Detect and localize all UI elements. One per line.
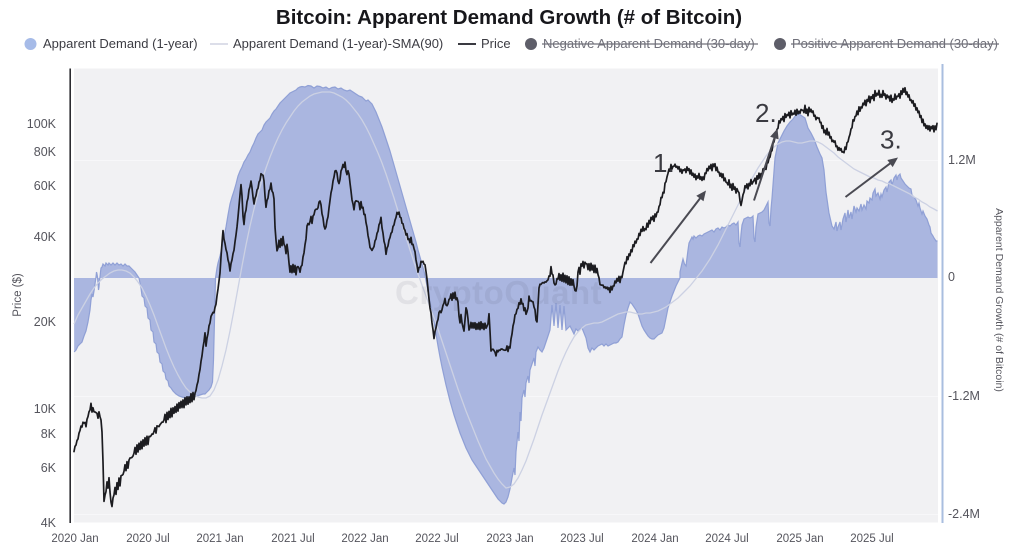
svg-text:4K: 4K (41, 516, 57, 530)
svg-text:Apparent Demand (1-year)-SMA(9: Apparent Demand (1-year)-SMA(90) (233, 36, 443, 51)
svg-text:8K: 8K (41, 427, 57, 441)
svg-text:60K: 60K (34, 179, 57, 193)
svg-text:2025 Jul: 2025 Jul (850, 533, 893, 545)
svg-text:10K: 10K (34, 402, 57, 416)
svg-text:2022 Jan: 2022 Jan (341, 533, 388, 545)
svg-text:-2.4M: -2.4M (948, 507, 980, 521)
svg-text:2.: 2. (755, 98, 777, 128)
svg-text:2021 Jan: 2021 Jan (196, 533, 243, 545)
svg-text:40K: 40K (34, 230, 57, 244)
svg-text:1.: 1. (653, 148, 675, 178)
svg-text:20K: 20K (34, 315, 57, 329)
svg-text:2024 Jan: 2024 Jan (631, 533, 678, 545)
svg-text:2024 Jul: 2024 Jul (705, 533, 748, 545)
svg-text:100K: 100K (27, 117, 57, 131)
svg-text:Price ($): Price ($) (12, 273, 24, 317)
svg-text:0: 0 (948, 270, 955, 284)
svg-text:Bitcoin: Apparent Demand Growt: Bitcoin: Apparent Demand Growth (# of Bi… (276, 6, 742, 29)
svg-text:2022 Jul: 2022 Jul (415, 533, 458, 545)
svg-text:2020 Jan: 2020 Jan (51, 533, 98, 545)
svg-text:2023 Jul: 2023 Jul (560, 533, 603, 545)
svg-text:2025 Jan: 2025 Jan (776, 533, 823, 545)
svg-text:1.2M: 1.2M (948, 153, 976, 167)
svg-text:Apparent Demand Growth (# of B: Apparent Demand Growth (# of Bitcoin) (993, 208, 1005, 392)
svg-text:2021 Jul: 2021 Jul (271, 533, 314, 545)
svg-text:80K: 80K (34, 145, 57, 159)
svg-text:3.: 3. (880, 125, 902, 155)
svg-text:Price: Price (481, 36, 511, 51)
svg-text:2023 Jan: 2023 Jan (486, 533, 533, 545)
svg-text:2020 Jul: 2020 Jul (126, 533, 169, 545)
svg-text:6K: 6K (41, 461, 57, 475)
svg-text:-1.2M: -1.2M (948, 389, 980, 403)
svg-text:Apparent Demand (1-year): Apparent Demand (1-year) (43, 36, 198, 51)
